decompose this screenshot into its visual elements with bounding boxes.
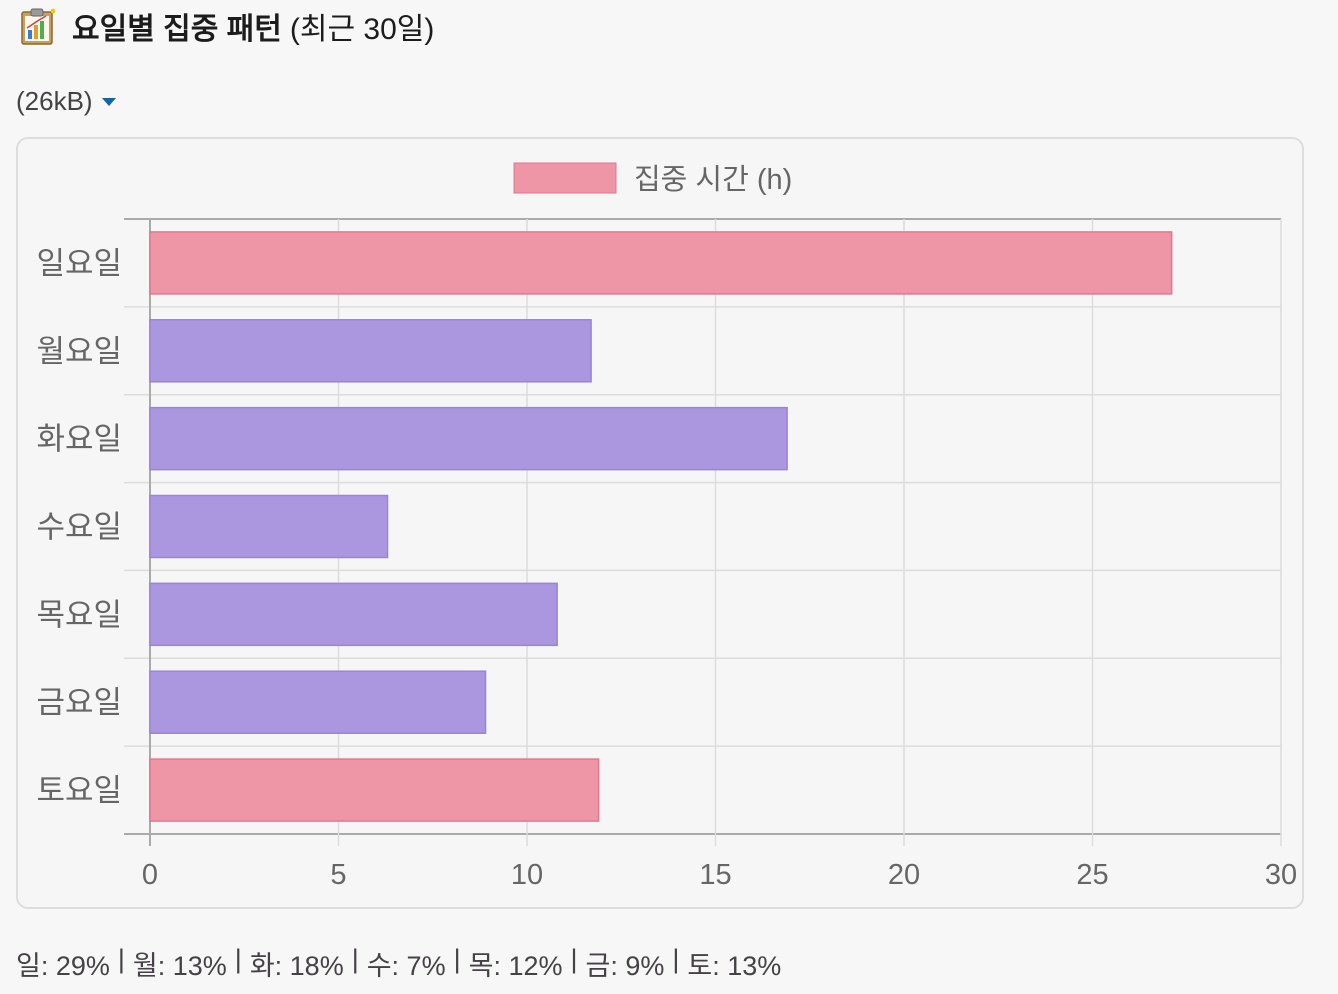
- chart-title: 요일별 집중 패턴: [72, 13, 282, 46]
- summary-separator: |: [570, 944, 578, 974]
- x-tick-label: 25: [1076, 859, 1108, 891]
- legend-label: 집중 시간 (h): [634, 164, 792, 196]
- summary-item: 토: 13%: [687, 951, 782, 981]
- summary-item: 일: 29%: [16, 951, 110, 981]
- y-category-label: 일요일: [36, 246, 122, 282]
- message-header: 요일별 집중 패턴 (최근 30일): [18, 4, 434, 48]
- y-category-label: 목요일: [36, 597, 122, 633]
- x-tick-label: 0: [142, 859, 158, 891]
- chart-subtitle: (최근 30일): [289, 13, 435, 46]
- summary-separator: |: [453, 944, 461, 974]
- y-category-label: 월요일: [36, 334, 122, 370]
- x-tick-label: 5: [330, 859, 346, 891]
- summary-item: 화: 18%: [249, 951, 344, 981]
- summary-item: 목: 12%: [468, 951, 563, 981]
- bar-chart-clipboard-icon: [21, 8, 56, 45]
- percentage-summary: 일: 29% | 월: 13% | 화: 18% | 수: 7% | 목: 12% | 금: 9% |…: [16, 944, 781, 983]
- bar-2: [149, 319, 592, 383]
- summary-item: 월: 13%: [132, 951, 227, 981]
- expand-toggle-icon[interactable]: [101, 97, 116, 106]
- file-size: (26kB): [16, 86, 93, 116]
- summary-item: 수: 7%: [366, 951, 446, 981]
- y-category-label: 수요일: [36, 510, 122, 546]
- x-tick-label: 20: [888, 859, 920, 891]
- x-tick-label: 15: [699, 859, 731, 891]
- y-category-label: 화요일: [36, 422, 122, 458]
- y-category-label: 금요일: [36, 685, 122, 721]
- summary-separator: |: [672, 944, 680, 974]
- summary-separator: |: [234, 944, 242, 974]
- bar-4: [149, 494, 389, 559]
- legend-swatch: [513, 162, 617, 194]
- bar-5: [149, 582, 558, 647]
- summary-item: 금: 9%: [585, 951, 665, 981]
- summary-separator: |: [117, 944, 125, 974]
- summary-separator: |: [351, 944, 359, 974]
- y-category-label: 토요일: [36, 773, 122, 809]
- x-tick-label: 10: [511, 859, 543, 891]
- bar-1: [149, 231, 1173, 295]
- x-tick-label: 30: [1265, 859, 1297, 891]
- file-meta: (26kB): [16, 86, 116, 117]
- bar-7: [149, 758, 600, 822]
- bar-3: [149, 406, 788, 471]
- bar-chart: 집중 시간 (h) 0 5 10 15 20 25 30 일요일월요일화요일수요일목요일금요일토…: [36, 162, 1297, 891]
- bar-6: [149, 670, 487, 734]
